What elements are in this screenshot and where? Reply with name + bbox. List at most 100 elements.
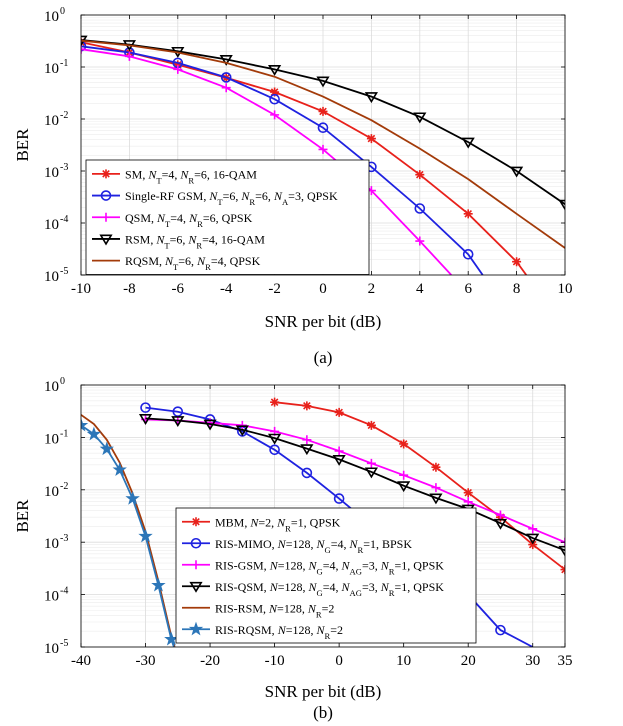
y-tick-label: 10 (44, 9, 59, 25)
data-point (414, 203, 426, 214)
legend-label: RIS-QSM, N=128, NG=4, NAG=3, NR=1, QPSK (215, 580, 444, 598)
y-tick-exponent: -2 (60, 481, 68, 492)
legend-label: RIS-RSM, N=128, NR=2 (215, 601, 334, 619)
data-point (397, 481, 411, 493)
data-point (302, 401, 312, 411)
legend-text-part: R (196, 240, 202, 250)
legend-text-part: N (348, 537, 358, 551)
series-line (81, 39, 565, 205)
data-point (415, 236, 425, 246)
legend-text-part: T (165, 219, 171, 229)
legend-text-part: =128, (278, 558, 309, 572)
legend-label: MBM, N=2, NR=1, QPSK (215, 515, 341, 533)
y-tick-label: 10 (44, 641, 59, 657)
ticks (80, 384, 566, 648)
legend-text-part: RSM, (125, 232, 156, 246)
legend-text-part: T (156, 175, 162, 185)
legend-box (85, 159, 370, 275)
data-point (318, 106, 328, 116)
y-tick-exponent: -1 (60, 428, 68, 439)
legend-text-part: SM, (125, 167, 148, 181)
panel-label: (a) (314, 348, 333, 367)
y-tick-exponent: -5 (60, 638, 68, 649)
legend-text-part: A (282, 197, 289, 207)
legend-text-part: G (317, 588, 323, 598)
legend-text-part: =6, (255, 189, 274, 203)
legend-text-part: =128, (278, 580, 309, 594)
data-point (462, 249, 474, 260)
data-point (366, 420, 376, 430)
data-point (415, 170, 425, 180)
legend-text-part: =6, (178, 254, 197, 268)
legend-text-part: =2, (258, 515, 277, 529)
data-point (124, 51, 134, 61)
legend-item: Single-RF GSM, NT=6, NR=6, NA=3, QPSK (92, 189, 338, 207)
legend-text-part: N (179, 167, 189, 181)
x-tick-label: -10 (71, 281, 91, 297)
data-point (318, 144, 328, 154)
data-point (268, 64, 282, 76)
y-axis-label: BER (13, 499, 32, 533)
data-point (366, 458, 376, 468)
legend-text-part: RIS-QSM, (215, 580, 270, 594)
legend-text-part: =4, 16-QAM (202, 232, 265, 246)
panel-label: (b) (313, 703, 333, 722)
legend-text-part: R (197, 219, 203, 229)
x-axis-label: SNR per bit (dB) (265, 682, 382, 701)
x-tick-label: -30 (136, 653, 156, 669)
legend-text-part: =3, (362, 558, 381, 572)
data-point (512, 257, 522, 267)
legend-label: RQSM, NT=6, NR=4, QPSK (125, 254, 261, 272)
legend-text-part: RIS-RQSM, (215, 623, 278, 637)
legend-text-part: =1, BPSK (363, 537, 412, 551)
legend-label: Single-RF GSM, NT=6, NR=6, NA=3, QPSK (125, 189, 338, 207)
legend-item: RQSM, NT=6, NR=4, QPSK (92, 254, 261, 272)
legend-text-part: =4, (162, 167, 181, 181)
x-tick-label: 30 (525, 653, 540, 669)
legend-marker (100, 190, 112, 201)
legend-item: RIS-MIMO, N=128, NG=4, NR=1, BPSK (182, 537, 412, 555)
legend-text-part: =1, QPSK (291, 515, 341, 529)
data-point (526, 533, 540, 545)
legend-text-part: =4, (331, 537, 350, 551)
y-tick-exponent: -2 (60, 110, 68, 121)
series-line (81, 45, 484, 275)
legend-text-part: N (273, 189, 283, 203)
legend-text-part: =6, QPSK (203, 211, 253, 225)
legend-text-part: Single-RF GSM, (125, 189, 209, 203)
y-tick-exponent: -3 (60, 162, 68, 173)
legend-text-part: AG (350, 588, 362, 598)
legend-text-part: =4, (170, 211, 189, 225)
legend-label: RIS-RQSM, N=128, NR=2 (215, 623, 343, 641)
legend-marker (191, 560, 201, 570)
legend-text-part: =4, QPSK (211, 254, 261, 268)
data-point (269, 444, 280, 456)
legend-text-part: N (380, 558, 390, 572)
legend-text-part: R (358, 545, 364, 555)
data-point (301, 467, 313, 479)
legend-item: SM, NT=4, NR=6, 16-QAM (92, 167, 257, 185)
series-3 (138, 414, 565, 557)
legend-text-part: =128, (286, 537, 317, 551)
legend-label: RSM, NT=6, NR=4, 16-QAM (125, 232, 265, 250)
legend-text-part: R (188, 175, 194, 185)
legend-text-part: G (324, 545, 330, 555)
x-tick-label: 10 (558, 281, 573, 297)
data-point (463, 488, 473, 498)
legend-text-part: R (285, 523, 291, 533)
data-point (112, 462, 127, 476)
data-point (399, 470, 409, 480)
data-point (151, 577, 166, 592)
data-point (413, 112, 427, 124)
legend-marker (191, 517, 201, 527)
y-tick-label: 10 (44, 113, 59, 129)
legend-text-part: N (380, 580, 390, 594)
data-point (86, 426, 102, 441)
data-point (125, 491, 140, 505)
legend-text-part: R (316, 609, 322, 619)
data-point (429, 493, 443, 505)
data-point (364, 92, 378, 104)
data-point (528, 524, 538, 534)
